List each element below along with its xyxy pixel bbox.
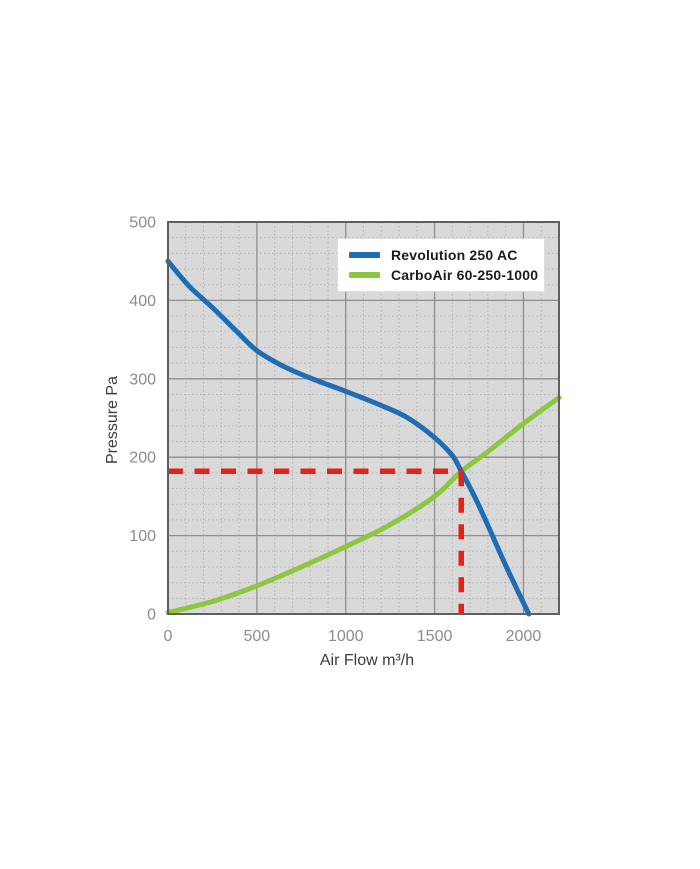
x-tick-label: 2000 [506, 628, 542, 645]
x-tick-label: 1500 [417, 628, 453, 645]
legend-label-carboair-60-250-1000: CarboAir 60-250-1000 [391, 267, 539, 283]
legend-item: Revolution 250 AC [349, 247, 544, 263]
y-tick-label: 100 [129, 528, 156, 545]
y-axis-title: Pressure Pa [104, 376, 121, 464]
curve-carboair [165, 395, 562, 615]
y-tick-label: 300 [129, 371, 156, 388]
plot-border [167, 221, 560, 615]
x-tick-label: 500 [244, 628, 271, 645]
x-tick-label: 1000 [328, 628, 364, 645]
legend-item: CarboAir 60-250-1000 [349, 267, 544, 283]
y-tick-label: 400 [129, 293, 156, 310]
y-tick-label: 0 [147, 607, 156, 624]
chart-legend: Revolution 250 AC CarboAir 60-250-1000 [337, 238, 545, 292]
y-tick-label: 500 [129, 215, 156, 232]
x-axis-title: Air Flow m³/h [320, 652, 414, 669]
x-tick-label: 0 [164, 628, 173, 645]
y-tick-label: 200 [129, 450, 156, 467]
legend-swatch-blue-line [349, 252, 380, 258]
legend-label-revolution-250-ac: Revolution 250 AC [391, 247, 518, 263]
curve-revolution [165, 258, 532, 617]
legend-swatch-green-line [349, 272, 380, 278]
